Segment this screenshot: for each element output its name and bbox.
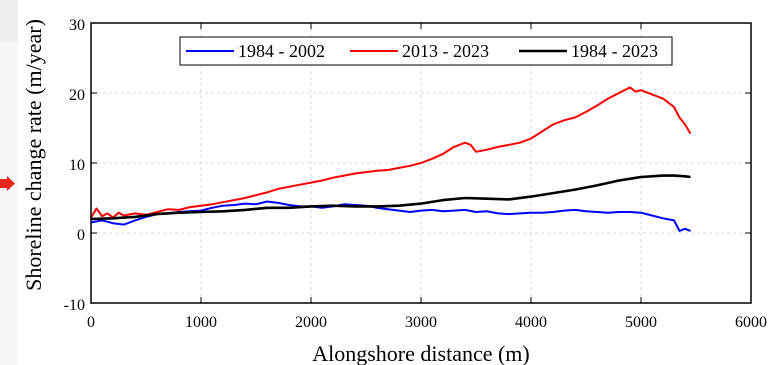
legend-label: 1984 - 2023 bbox=[571, 41, 658, 61]
y-tick-label: 10 bbox=[69, 157, 85, 174]
x-axis-ticks: 0 1000 2000 3000 4000 5000 6000 bbox=[87, 23, 767, 331]
x-tick-label: 5000 bbox=[625, 314, 657, 331]
y-tick-label: 30 bbox=[69, 17, 85, 34]
red-arrow-icon bbox=[0, 176, 15, 191]
x-tick-label: 3000 bbox=[405, 314, 437, 331]
x-tick-label: 2000 bbox=[295, 314, 327, 331]
y-axis-ticks: -10 0 10 20 30 bbox=[64, 17, 751, 314]
corner-panel bbox=[0, 0, 18, 42]
x-tick-label: 1000 bbox=[185, 314, 217, 331]
x-axis-title: Alongshore distance (m) bbox=[312, 341, 530, 365]
legend: 1984 - 2002 2013 - 2023 1984 - 2023 bbox=[179, 36, 673, 66]
x-tick-label: 6000 bbox=[735, 314, 767, 331]
side-strip bbox=[0, 42, 18, 365]
series-layer bbox=[90, 86, 692, 232]
y-tick-label: 0 bbox=[77, 227, 85, 244]
y-tick-label: 20 bbox=[69, 87, 85, 104]
y-tick-label: -10 bbox=[64, 297, 85, 314]
x-tick-label: 4000 bbox=[515, 314, 547, 331]
y-axis-title: Shoreline change rate (m/year) bbox=[21, 19, 46, 291]
series-line-3 bbox=[90, 174, 691, 221]
series-line-2 bbox=[90, 86, 692, 219]
x-tick-label: 0 bbox=[87, 314, 95, 331]
legend-label: 1984 - 2002 bbox=[238, 41, 325, 61]
legend-box bbox=[179, 36, 673, 66]
legend-label: 2013 - 2023 bbox=[402, 41, 489, 61]
